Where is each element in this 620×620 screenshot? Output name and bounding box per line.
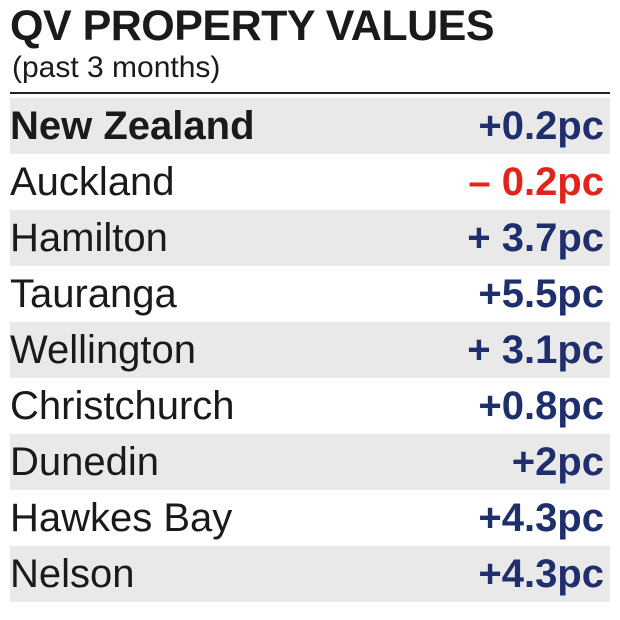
region-name: Dunedin — [10, 440, 160, 484]
table-row: New Zealand +0.2pc — [10, 98, 610, 154]
change-value: +2pc — [511, 440, 604, 484]
region-name: Hamilton — [10, 216, 168, 260]
change-value: +0.2pc — [478, 104, 604, 148]
table-row: Nelson +4.3pc — [10, 546, 610, 602]
region-name: Nelson — [10, 552, 135, 596]
change-value: + 3.1pc — [467, 328, 604, 372]
region-name: Christchurch — [10, 384, 235, 428]
table-row: Dunedin +2pc — [10, 434, 610, 490]
change-value: +4.3pc — [478, 496, 604, 540]
table-row: Wellington + 3.1pc — [10, 322, 610, 378]
table-row: Auckland – 0.2pc — [10, 154, 610, 210]
table-row: Hamilton + 3.7pc — [10, 210, 610, 266]
region-name: Auckland — [10, 160, 175, 204]
change-value: + 3.7pc — [467, 216, 604, 260]
table-subtitle: (past 3 months) — [12, 51, 221, 84]
table-row: Hawkes Bay +4.3pc — [10, 490, 610, 546]
change-value: +5.5pc — [478, 272, 604, 316]
region-name: Tauranga — [10, 272, 177, 316]
change-value: – 0.2pc — [468, 160, 604, 204]
change-value: +4.3pc — [478, 552, 604, 596]
header-divider — [10, 92, 610, 94]
table-title: QV PROPERTY VALUES — [10, 2, 495, 50]
table-row: Tauranga +5.5pc — [10, 266, 610, 322]
region-name: Wellington — [10, 328, 197, 372]
change-value: +0.8pc — [478, 384, 604, 428]
region-name: Hawkes Bay — [10, 496, 233, 540]
table-row: Christchurch +0.8pc — [10, 378, 610, 434]
table-rows: New Zealand +0.2pc Auckland – 0.2pc Hamilton… — [10, 98, 610, 602]
region-name: New Zealand — [10, 104, 255, 148]
